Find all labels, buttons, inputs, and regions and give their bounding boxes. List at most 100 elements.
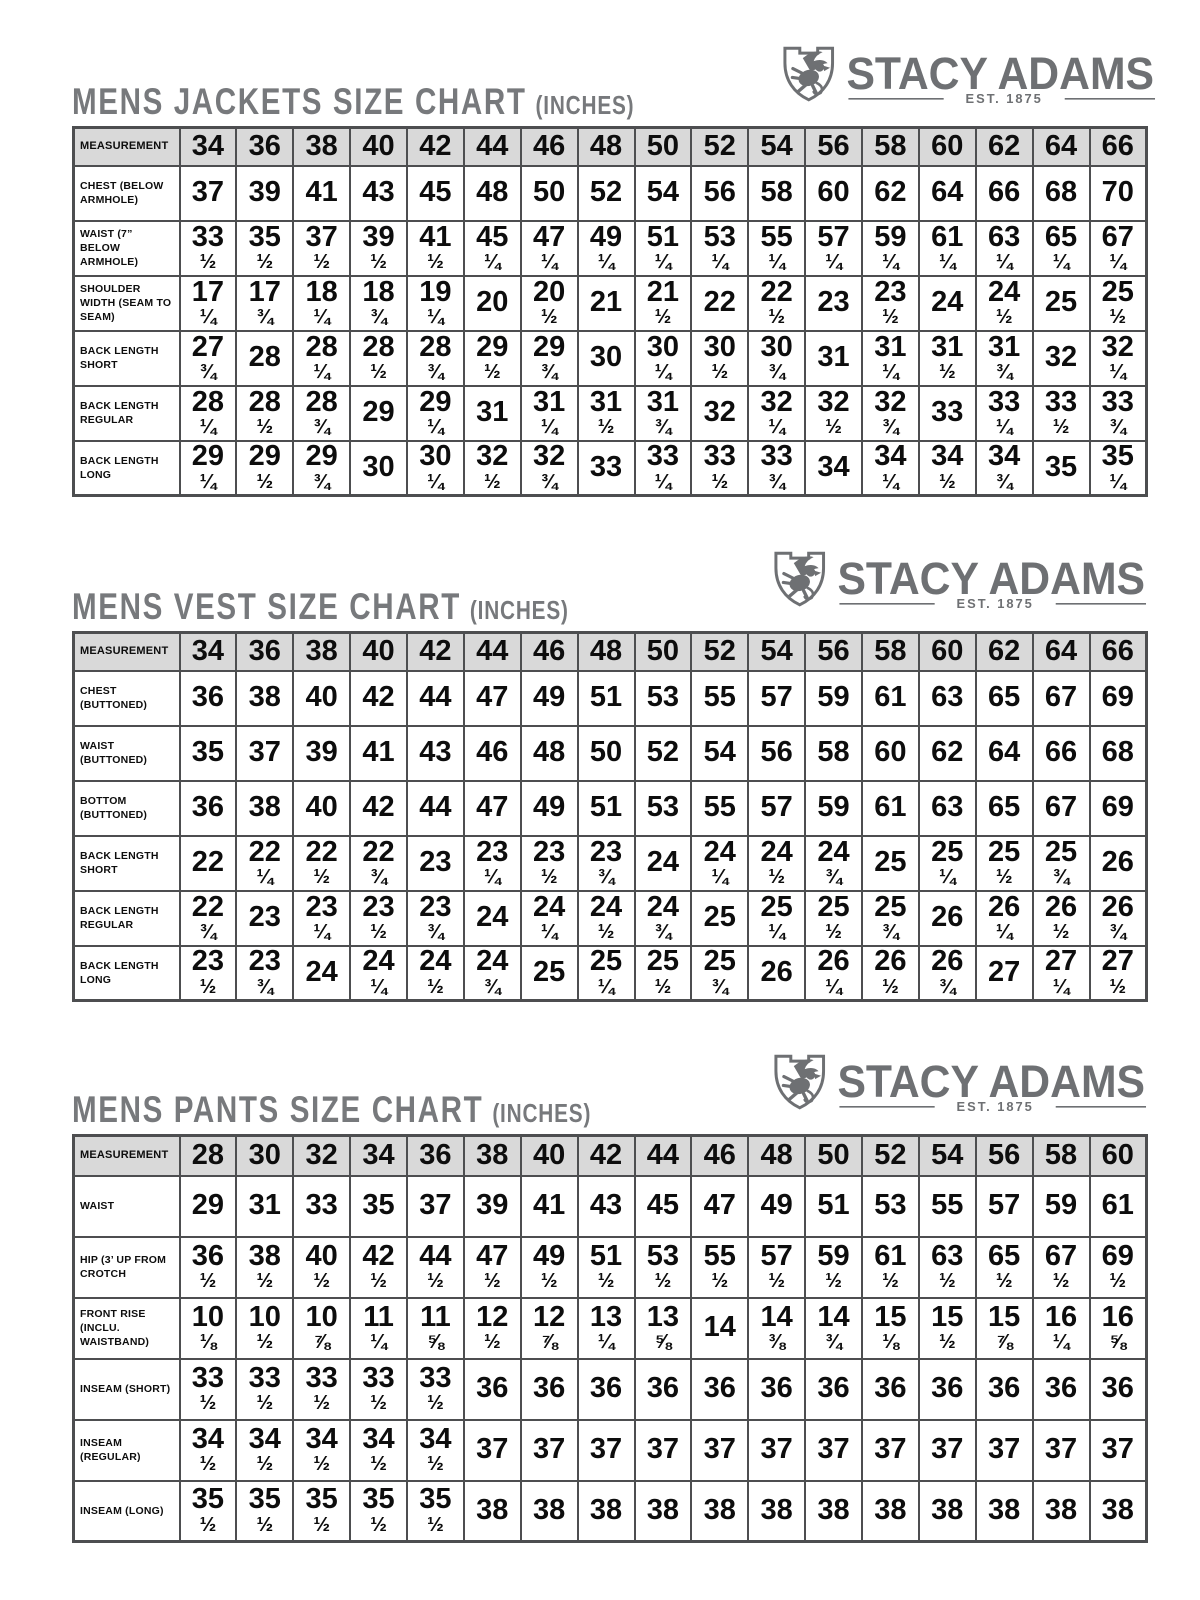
size-value-cell: 10 ½: [235, 1296, 295, 1360]
fraction: ½: [768, 1270, 786, 1293]
whole-number: 38: [248, 1239, 281, 1272]
size-value-cell: 45 ¼: [462, 219, 522, 277]
fraction: ¼: [938, 866, 956, 889]
size-value-cell: 24 ¾: [633, 889, 693, 947]
whole-number: 23: [305, 890, 338, 923]
jackets-chart-section: MENS JACKETS SIZE CHART (INCHES) STACY A…: [72, 0, 1156, 497]
size-header-cell: 42: [406, 126, 465, 167]
size-value-cell: 22 ¾: [349, 834, 408, 892]
whole-number: 20: [533, 275, 566, 308]
whole-number: 32: [476, 440, 509, 473]
fraction: ⅝: [427, 1331, 444, 1354]
whole-number: 32: [760, 385, 793, 418]
measurement-header-cell: MEASUREMENT: [72, 1134, 181, 1177]
size-header-cell: 44: [462, 126, 522, 167]
whole-number: 15: [988, 1300, 1021, 1333]
size-header-cell: 60: [1088, 1134, 1148, 1177]
size-value-cell: 57 ½: [747, 1235, 807, 1299]
size-value-cell: 24 ¼: [690, 834, 750, 892]
whole-number: 16: [1101, 1300, 1134, 1333]
measurement-label-cell: WAIST (BUTTONED): [72, 724, 181, 782]
size-value-cell: 61: [861, 779, 920, 837]
size-header-cell: 42: [576, 1134, 636, 1177]
measurement-row: INSEAM (REGULAR) 34 ½ 34 ½ 34 ½ 34 ½ 34 ½ 37 37 37 37 3…: [72, 1418, 1148, 1482]
whole-number: 24: [533, 890, 566, 923]
fraction: ½: [597, 416, 615, 439]
size-value-cell: 36: [462, 1357, 522, 1421]
size-value-cell: 49: [519, 669, 579, 727]
fraction: ½: [370, 251, 387, 274]
size-value-cell: 18 ¾: [349, 274, 408, 332]
size-value-cell: 26 ¾: [917, 944, 977, 1002]
fraction: ½: [370, 361, 387, 384]
whole-number: 30: [419, 440, 452, 473]
size-value-cell: 38: [235, 669, 295, 727]
fraction: ⅛: [882, 1331, 899, 1354]
fraction: ½: [1052, 416, 1070, 439]
size-value-cell: 34 ½: [178, 1418, 238, 1482]
measurement-label-cell: SHOULDER WIDTH (SEAM TO SEAM): [72, 274, 181, 332]
whole-number: 29: [476, 330, 509, 363]
chart-title-text: MENS VEST SIZE CHART: [72, 586, 461, 627]
size-value-cell: 65 ½: [974, 1235, 1034, 1299]
size-header-cell: 50: [804, 1134, 863, 1177]
whole-number: 34: [362, 1422, 395, 1455]
measurement-row: BACK LENGTH REGULAR 22 ¾ 23 23 ¼ 23 ½ 23 ¾ 24 24 ¼ 24…: [72, 889, 1148, 947]
stacy-adams-logo: STACY ADAMS EST. 1875: [766, 1050, 1148, 1114]
size-value-cell: 36: [576, 1357, 636, 1421]
size-value-cell: 23 ½: [178, 944, 238, 1002]
size-value-cell: 27: [974, 944, 1034, 1002]
size-value-cell: 58: [804, 724, 863, 782]
whole-number: 35: [419, 1483, 452, 1516]
fraction: ½: [654, 1270, 672, 1293]
size-value-cell: 28: [235, 329, 295, 387]
fraction: ¼: [768, 921, 786, 944]
fraction: ¾: [825, 866, 842, 889]
size-value-cell: 34: [804, 439, 863, 497]
size-value-cell: 36 ½: [178, 1235, 238, 1299]
fraction: ⅜: [768, 1331, 786, 1354]
size-value-cell: 37: [690, 1418, 750, 1482]
measurement-row: INSEAM (SHORT) 33 ½ 33 ½ 33 ½ 33 ½ 33 ½ 36 36 36 36 36 3…: [72, 1357, 1148, 1421]
whole-number: 30: [703, 330, 736, 363]
whole-number: 31: [533, 385, 566, 418]
measurement-label-cell: BACK LENGTH SHORT: [72, 329, 181, 387]
fraction: ¼: [540, 921, 558, 944]
size-value-cell: 24 ¾: [462, 944, 522, 1002]
size-value-cell: 22 ½: [747, 274, 807, 332]
size-header-cell: 32: [292, 1134, 352, 1177]
whole-number: 33: [1101, 385, 1134, 418]
measurement-header-cell: MEASUREMENT: [72, 631, 181, 672]
whole-number: 16: [1044, 1300, 1078, 1333]
fraction: ½: [540, 866, 558, 889]
size-value-cell: 57: [974, 1174, 1034, 1238]
whole-number: 24: [646, 890, 680, 923]
size-value-cell: 38: [576, 1479, 636, 1543]
size-value-cell: 35: [1031, 439, 1091, 497]
measurement-label-cell: BACK LENGTH LONG: [72, 944, 181, 1002]
whole-number: 24: [817, 835, 850, 868]
size-value-cell: 69 ½: [1088, 1235, 1148, 1299]
size-value-cell: 61: [861, 669, 920, 727]
measurement-label-cell: CHEST (BELOW ARMHOLE): [72, 164, 181, 222]
fraction: ¼: [540, 416, 558, 439]
whole-number: 28: [248, 385, 281, 418]
fraction: ½: [768, 866, 786, 889]
fraction: ¼: [654, 361, 672, 384]
size-value-cell: 25: [861, 834, 920, 892]
size-value-cell: 33 ½: [178, 1357, 238, 1421]
size-value-cell: 37: [462, 1418, 522, 1482]
size-value-cell: 65 ¼: [1031, 219, 1091, 277]
size-value-cell: 33 ½: [1031, 384, 1091, 442]
fraction: ½: [256, 1514, 274, 1537]
size-value-cell: 38: [804, 1479, 863, 1543]
stacy-adams-logo: STACY ADAMS EST. 1875: [766, 547, 1148, 611]
size-header-row: MEASUREMENT 34 36 38 40 42 44 46 48 50 52 54 56 58 60 6…: [72, 126, 1148, 167]
size-value-cell: 33: [917, 384, 977, 442]
chart-title-units: (INCHES): [535, 90, 635, 120]
fraction: ½: [825, 416, 842, 439]
fraction: ½: [995, 306, 1013, 329]
size-value-cell: 40: [292, 669, 352, 727]
fraction: ½: [1052, 921, 1070, 944]
size-value-cell: 40 ½: [292, 1235, 352, 1299]
